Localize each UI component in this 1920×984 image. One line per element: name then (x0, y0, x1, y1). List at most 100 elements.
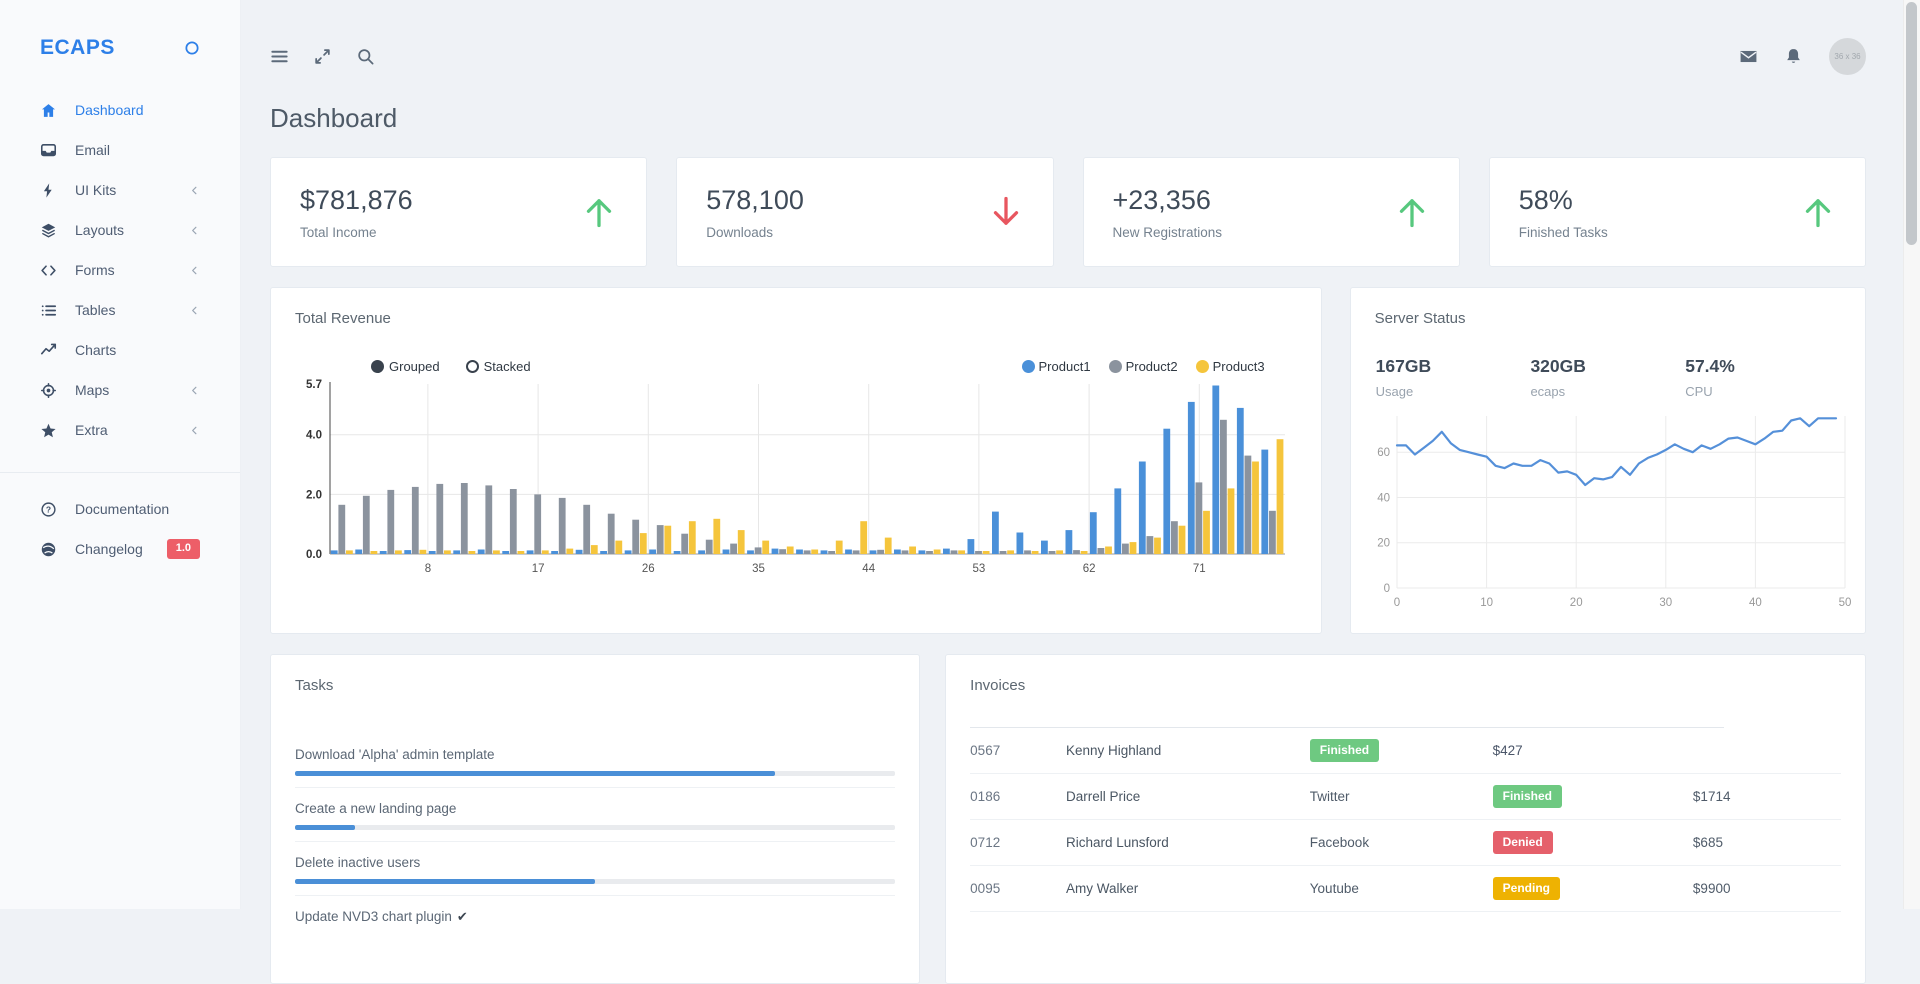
task-item-create-a-new-landing-page: Create a new landing page (295, 788, 895, 842)
chart-mode-controls: Grouped Stacked (371, 359, 531, 374)
bell-icon[interactable] (1784, 47, 1803, 66)
legend-label: Product1 (1039, 359, 1091, 374)
sidebar-item-label: Changelog (75, 541, 167, 557)
sidebar-item-extra[interactable]: Extra (0, 410, 240, 450)
status-badge: Finished (1493, 785, 1562, 808)
sidebar-item-dashboard[interactable]: Dashboard (0, 90, 240, 130)
mail-icon[interactable] (1739, 47, 1758, 66)
stat-label: New Registrations (1113, 225, 1223, 240)
server-status-panel: Server Status 167GB Usage 320GB ecaps 57… (1350, 287, 1866, 634)
svg-text:0.0: 0.0 (306, 549, 322, 561)
layers-icon (40, 222, 57, 239)
svg-text:0: 0 (1393, 597, 1399, 609)
sidebar-item-tables[interactable]: Tables (0, 290, 240, 330)
stat-value: 578,100 (706, 185, 804, 216)
server-stats-row: 167GB Usage 320GB ecaps 57.4% CPU (1351, 327, 1865, 399)
stat-label: Downloads (706, 225, 804, 240)
scrollbar-thumb[interactable] (1906, 2, 1917, 245)
chevron-left-icon (189, 185, 200, 196)
status-badge: Pending (1493, 877, 1560, 900)
sidebar-item-label: Documentation (75, 501, 200, 517)
status-badge: Denied (1493, 831, 1553, 854)
sidebar-item-maps[interactable]: Maps (0, 370, 240, 410)
avatar[interactable]: 36 x 36 (1829, 38, 1866, 75)
svg-text:62: 62 (1083, 563, 1096, 575)
task-item-update-nvd3-chart-plugin: Update NVD3 chart plugin✔ (295, 896, 895, 945)
svg-text:0: 0 (1383, 583, 1389, 595)
search-icon[interactable] (356, 47, 375, 66)
sidebar-divider (0, 472, 240, 473)
chart-mode-label: Grouped (389, 359, 440, 374)
chart-mode-stacked[interactable]: Stacked (466, 359, 531, 374)
svg-text:2.0: 2.0 (306, 489, 322, 501)
legend-dot-icon (1022, 360, 1035, 373)
svg-text:40: 40 (1749, 597, 1762, 609)
task-progress-fill (295, 825, 355, 830)
stat-value: $781,876 (300, 185, 413, 216)
main-content: 36 x 36 Dashboard $781,876 Total Income … (240, 0, 1920, 984)
svg-text:5.7: 5.7 (306, 379, 322, 391)
tasks-list: Download 'Alpha' admin template Create a… (271, 734, 919, 945)
server-stat-value: 57.4% (1685, 356, 1840, 377)
server-stat-ecaps: 320GB ecaps (1530, 356, 1685, 399)
invoice-cell: Kenny Highland (1066, 743, 1310, 758)
legend-item-product2[interactable]: Product2 (1109, 359, 1178, 374)
sidebar-item-forms[interactable]: Forms (0, 250, 240, 290)
svg-text:20: 20 (1377, 538, 1390, 550)
stat-cards-row: $781,876 Total Income 578,100 Downloads … (270, 157, 1866, 267)
server-status-title: Server Status (1351, 288, 1865, 327)
sidebar-item-charts[interactable]: Charts (0, 330, 240, 370)
invoice-cell: 0095 (970, 881, 1066, 896)
inbox-icon (40, 142, 57, 159)
svg-text:4.0: 4.0 (306, 430, 322, 442)
sidebar-item-ui-kits[interactable]: UI Kits (0, 170, 240, 210)
menu-icon[interactable] (270, 47, 289, 66)
sidebar-item-label: Maps (75, 382, 189, 398)
server-stat-label: Usage (1376, 384, 1531, 399)
sidebar-item-label: Extra (75, 422, 189, 438)
page-title: Dashboard (270, 103, 1866, 134)
help-circle-icon: ? (40, 501, 57, 518)
legend-dot-icon (1196, 360, 1209, 373)
invoice-cell: Youtube (1310, 881, 1493, 896)
legend-item-product3[interactable]: Product3 (1196, 359, 1265, 374)
stat-label: Finished Tasks (1519, 225, 1608, 240)
total-revenue-panel: Total Revenue Grouped Stacked Product1 P… (270, 287, 1322, 634)
sidebar-item-layouts[interactable]: Layouts (0, 210, 240, 250)
radio-unselected-icon (466, 360, 479, 373)
task-progress-track (295, 879, 895, 884)
invoice-cell: 0186 (970, 789, 1066, 804)
maximize-icon[interactable] (313, 47, 332, 66)
chart-legend: Product1 Product2 Product3 (1022, 359, 1265, 374)
sidebar-item-email[interactable]: Email (0, 130, 240, 170)
sidebar-item-documentation[interactable]: ? Documentation (0, 489, 240, 529)
chart-mode-grouped[interactable]: Grouped (371, 359, 440, 374)
legend-item-product1[interactable]: Product1 (1022, 359, 1091, 374)
sidebar-item-label: UI Kits (75, 182, 189, 198)
sidebar-item-label: Tables (75, 302, 189, 318)
chevron-left-icon (189, 305, 200, 316)
trend-down-arrow-icon (988, 194, 1024, 230)
task-label: Update NVD3 chart plugin✔ (295, 909, 895, 925)
stat-card-total-income: $781,876 Total Income (270, 157, 647, 267)
server-stat-value: 167GB (1376, 356, 1531, 377)
circle-icon[interactable] (184, 40, 200, 56)
page-scrollbar[interactable] (1903, 0, 1920, 909)
invoices-title: Invoices (946, 655, 1865, 694)
invoice-cell: Twitter (1310, 789, 1493, 804)
bottom-row: Tasks Download 'Alpha' admin template Cr… (270, 654, 1866, 984)
trend-up-arrow-icon (1800, 194, 1836, 230)
legend-dot-icon (1109, 360, 1122, 373)
legend-label: Product2 (1126, 359, 1178, 374)
svg-text:35: 35 (752, 563, 765, 575)
server-stat-cpu: 57.4% CPU (1685, 356, 1840, 399)
svg-text:44: 44 (862, 563, 875, 575)
